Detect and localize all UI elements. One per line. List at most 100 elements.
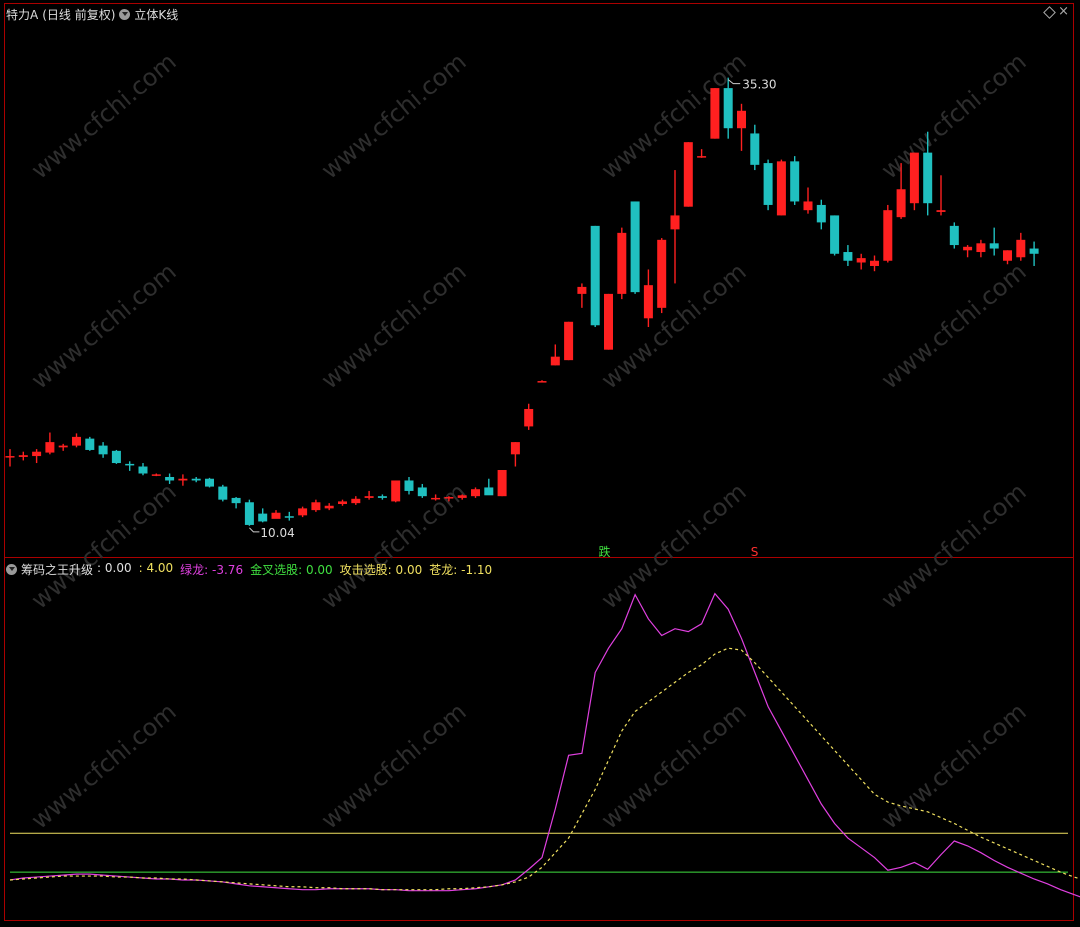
- indicator-dropdown-icon[interactable]: [6, 564, 17, 575]
- candle[interactable]: [670, 170, 680, 284]
- candle[interactable]: [111, 449, 121, 464]
- candle[interactable]: [896, 163, 906, 219]
- candle[interactable]: [989, 227, 999, 256]
- candle[interactable]: [537, 380, 547, 383]
- candle[interactable]: [657, 238, 667, 314]
- candle[interactable]: [790, 156, 800, 205]
- candle[interactable]: [98, 442, 108, 458]
- candle[interactable]: [191, 476, 201, 483]
- candle[interactable]: [311, 499, 321, 512]
- candle[interactable]: [244, 499, 254, 526]
- candle[interactable]: [750, 124, 760, 171]
- candle[interactable]: [5, 449, 15, 467]
- candle[interactable]: [564, 321, 574, 361]
- candle-body: [338, 501, 347, 505]
- candle[interactable]: [870, 255, 879, 272]
- candle[interactable]: [58, 443, 68, 451]
- candle[interactable]: [444, 496, 454, 502]
- candle[interactable]: [590, 225, 600, 328]
- candle[interactable]: [1029, 241, 1039, 266]
- candle[interactable]: [338, 499, 347, 506]
- candle[interactable]: [550, 344, 560, 366]
- candle[interactable]: [205, 477, 214, 488]
- candle[interactable]: [710, 88, 720, 139]
- candle-body: [524, 408, 534, 427]
- candle[interactable]: [617, 227, 627, 300]
- candle[interactable]: [298, 506, 308, 518]
- candle[interactable]: [497, 470, 507, 497]
- candle[interactable]: [949, 222, 959, 249]
- candle[interactable]: [1016, 232, 1026, 261]
- candle[interactable]: [471, 487, 480, 498]
- candle[interactable]: [643, 269, 653, 328]
- candle[interactable]: [976, 239, 986, 258]
- candle[interactable]: [1003, 250, 1012, 265]
- indicator-value-5: 苍龙: -1.10: [429, 563, 493, 577]
- candle[interactable]: [630, 201, 640, 294]
- indicator-value-2: 绿龙: -3.76: [180, 563, 244, 577]
- candle[interactable]: [697, 149, 707, 158]
- candle-body: [803, 201, 813, 211]
- candle[interactable]: [18, 451, 28, 461]
- candle[interactable]: [457, 494, 467, 500]
- candle[interactable]: [856, 253, 866, 270]
- candle[interactable]: [763, 159, 773, 211]
- candle[interactable]: [391, 480, 401, 503]
- candle[interactable]: [125, 461, 135, 471]
- candle[interactable]: [32, 449, 42, 464]
- candle-body: [218, 486, 228, 500]
- candle-body: [883, 210, 893, 261]
- candle[interactable]: [351, 496, 361, 505]
- candle[interactable]: [843, 245, 853, 266]
- candle[interactable]: [816, 199, 826, 230]
- panel-divider[interactable]: [4, 557, 1074, 558]
- candle[interactable]: [404, 476, 414, 495]
- candle-body: [364, 496, 374, 498]
- candle[interactable]: [138, 463, 148, 476]
- candle[interactable]: [510, 442, 520, 467]
- candle[interactable]: [258, 508, 268, 523]
- candle[interactable]: [484, 478, 494, 496]
- chart-mode-label[interactable]: 立体K线: [134, 8, 179, 22]
- candle[interactable]: [45, 432, 55, 455]
- candle[interactable]: [271, 510, 281, 519]
- candle[interactable]: [723, 77, 733, 139]
- candle-body: [870, 260, 879, 266]
- candle[interactable]: [431, 494, 441, 501]
- candle[interactable]: [165, 473, 175, 484]
- candle[interactable]: [72, 433, 81, 448]
- candle-body: [923, 152, 933, 204]
- candle[interactable]: [151, 473, 161, 477]
- candle[interactable]: [364, 490, 374, 500]
- candle[interactable]: [377, 494, 387, 500]
- candle[interactable]: [683, 142, 693, 207]
- candle[interactable]: [963, 245, 973, 258]
- chart-mode-dropdown-icon[interactable]: [119, 9, 131, 20]
- candle[interactable]: [524, 403, 534, 430]
- candle[interactable]: [737, 103, 746, 151]
- candle[interactable]: [936, 175, 946, 216]
- candle[interactable]: [231, 497, 241, 509]
- indicator-name[interactable]: 筹码之王升级: [21, 563, 94, 577]
- candlestick-chart[interactable]: 35.30 10.04 跌 S: [0, 0, 1080, 557]
- candle[interactable]: [803, 187, 813, 214]
- candle[interactable]: [830, 215, 840, 256]
- candle[interactable]: [776, 159, 786, 216]
- candle-body: [723, 88, 733, 129]
- candle[interactable]: [417, 483, 427, 498]
- candle[interactable]: [284, 511, 294, 521]
- candle[interactable]: [923, 131, 933, 216]
- candle-body: [125, 463, 135, 466]
- candle[interactable]: [604, 293, 613, 350]
- close-icon[interactable]: ×: [1058, 4, 1069, 19]
- candle[interactable]: [883, 204, 893, 263]
- candle[interactable]: [324, 503, 334, 511]
- indicator-value-3: 金叉选股: 0.00: [250, 563, 333, 577]
- candle[interactable]: [85, 436, 95, 451]
- candle[interactable]: [577, 283, 587, 308]
- candle[interactable]: [218, 484, 228, 502]
- candle[interactable]: [909, 152, 919, 211]
- main-chart-header: 特力A (日线 前复权) 立体K线: [6, 6, 178, 23]
- candle[interactable]: [178, 474, 188, 486]
